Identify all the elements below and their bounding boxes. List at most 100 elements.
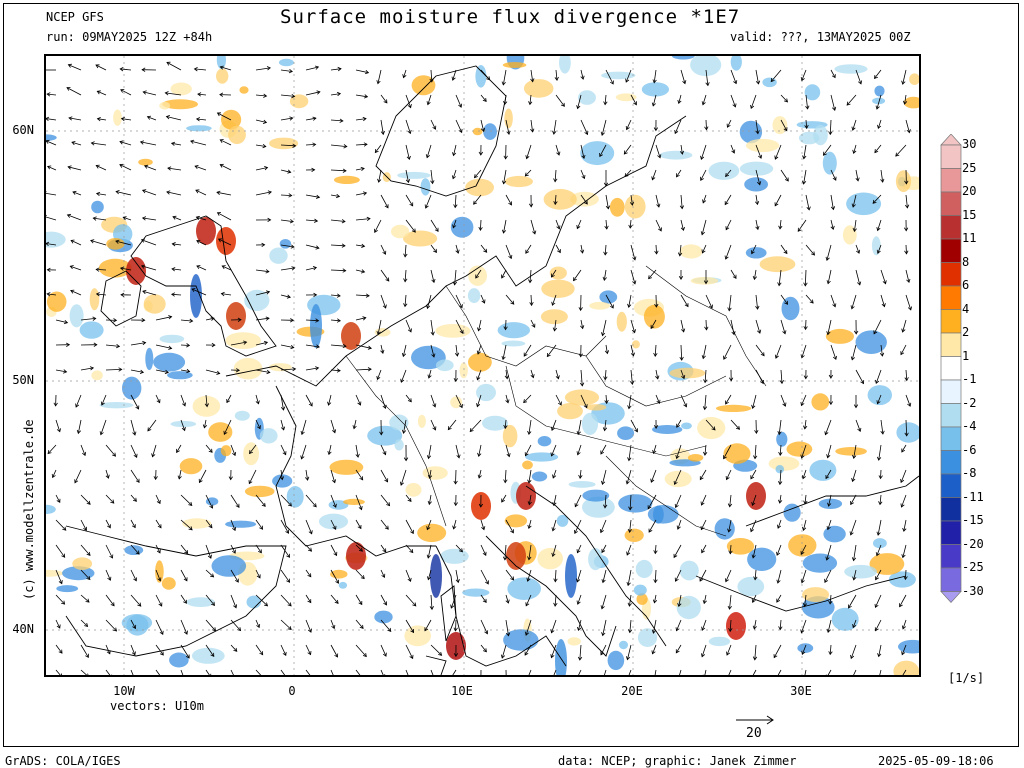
wind-vector [219, 139, 232, 146]
field-blob [468, 352, 492, 372]
wind-vector [205, 444, 213, 453]
field-blob [159, 334, 185, 344]
field-blob [46, 569, 64, 577]
wind-vector [725, 219, 732, 231]
wind-vector [426, 444, 432, 460]
wind-vector [652, 69, 657, 84]
wind-vector [500, 644, 507, 659]
wind-vector [604, 344, 610, 355]
wind-vector [800, 444, 807, 459]
field-blob [502, 424, 518, 448]
wind-vector [851, 544, 857, 562]
field-blob [124, 545, 144, 555]
wind-vector [653, 344, 658, 357]
field-blob [797, 643, 814, 653]
wind-vector [527, 519, 532, 530]
wind-vector [902, 519, 907, 532]
wind-vector [904, 369, 909, 382]
wind-vector [355, 191, 368, 196]
colorbar-tick-label: -8 [962, 466, 977, 480]
wind-vector [875, 369, 882, 385]
wind-vector [69, 265, 82, 271]
wind-vector [105, 669, 113, 675]
wind-vector [755, 119, 760, 135]
coastline [100, 270, 142, 327]
field-blob [690, 56, 722, 77]
wind-vector [426, 544, 432, 559]
wind-vector [355, 69, 370, 75]
wind-vector [601, 619, 607, 637]
wind-vector [305, 194, 321, 199]
wind-vector [355, 216, 371, 222]
field-blob [91, 200, 104, 214]
wind-vector [600, 119, 607, 136]
field-blob [161, 577, 176, 590]
colorbar-tick-label: -6 [962, 442, 977, 457]
wind-vector [477, 319, 482, 332]
wind-vector [601, 569, 607, 584]
colorbar-segment [940, 168, 962, 193]
wind-vector [902, 669, 907, 675]
wind-vector [180, 318, 194, 323]
wind-vector [477, 469, 482, 479]
wind-vector [429, 69, 434, 83]
coastline [130, 215, 277, 357]
colorbar-segment [940, 285, 962, 310]
wind-vector [380, 469, 389, 483]
wind-vector [355, 269, 366, 274]
wind-vector [629, 194, 635, 206]
wind-vector [453, 469, 458, 485]
colorbar-tick-label: 1 [962, 348, 970, 363]
country-border [645, 265, 767, 387]
field-blob [570, 191, 599, 207]
wind-vector [426, 294, 432, 310]
wind-vector [473, 194, 482, 205]
field-blob [578, 90, 596, 105]
field-blob [220, 445, 232, 457]
wind-vector [901, 69, 907, 85]
wind-vector [401, 419, 407, 434]
wind-vector [119, 266, 132, 271]
wind-vector [576, 544, 582, 554]
wind-vector [304, 469, 310, 481]
wind-vector [355, 619, 364, 629]
wind-vector [901, 319, 907, 333]
wind-vector [505, 619, 511, 637]
wind-vector [675, 444, 682, 460]
wind-vector [230, 317, 242, 322]
wind-vector [374, 144, 382, 154]
field-blob [636, 593, 648, 605]
wind-vector [780, 169, 789, 182]
strong-divergence-cell [310, 304, 322, 348]
wind-vector [551, 419, 557, 432]
field-blob [435, 359, 454, 372]
wind-vector [577, 644, 583, 661]
lon-label-0: 0 [288, 684, 296, 698]
wind-vector [603, 494, 608, 509]
wind-vector [673, 469, 682, 485]
field-blob [343, 498, 365, 505]
wind-vector [755, 294, 760, 310]
field-blob [374, 610, 393, 624]
field-blob [708, 636, 731, 647]
wind-vector [255, 419, 261, 430]
wind-vector [530, 219, 537, 235]
wind-vector [305, 569, 312, 578]
wind-vector [53, 394, 58, 407]
wind-vector [380, 194, 389, 209]
field-blob [329, 459, 364, 475]
wind-vector [730, 144, 736, 154]
wind-vector [171, 267, 182, 272]
wind-vector [830, 294, 837, 308]
wind-vector [625, 69, 632, 83]
wind-vector [155, 594, 163, 607]
wind-vector [628, 494, 633, 511]
wind-vector [330, 469, 336, 484]
wind-vector [699, 469, 707, 481]
wind-vector [105, 469, 110, 479]
wind-vector [403, 269, 408, 283]
wind-vector [600, 644, 607, 656]
wind-vector [46, 292, 57, 297]
wind-vector [230, 444, 237, 457]
watermark-text: (c) www.modellzentrale.de [22, 419, 36, 600]
